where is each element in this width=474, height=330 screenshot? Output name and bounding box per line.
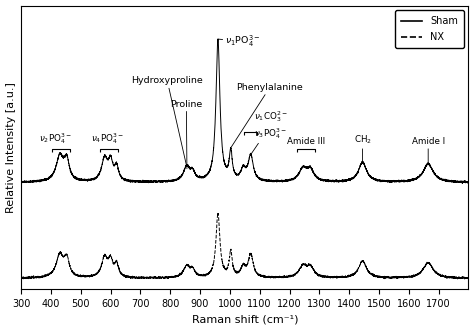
Text: Phenylalanine: Phenylalanine — [231, 83, 303, 148]
Text: Proline: Proline — [170, 100, 202, 169]
Text: Hydroxyproline: Hydroxyproline — [131, 77, 203, 166]
Text: Amide III: Amide III — [287, 137, 325, 146]
Y-axis label: Relative Intensity [a.u.]: Relative Intensity [a.u.] — [6, 82, 16, 213]
Text: $\nu_1\mathrm{CO}_3^{2-}$
$\nu_3\mathrm{PO}_4^{3-}$: $\nu_1\mathrm{CO}_3^{2-}$ $\nu_3\mathrm{… — [251, 109, 288, 154]
Text: $\nu_1\mathrm{PO}_4^{3-}$: $\nu_1\mathrm{PO}_4^{3-}$ — [218, 34, 261, 49]
Text: $\nu_2\mathrm{PO}_4^{3-}$: $\nu_2\mathrm{PO}_4^{3-}$ — [39, 131, 72, 146]
Legend: Sham, NX: Sham, NX — [395, 11, 464, 48]
Text: Amide I: Amide I — [411, 137, 445, 164]
X-axis label: Raman shift (cm⁻¹): Raman shift (cm⁻¹) — [191, 314, 298, 324]
Text: $\nu_4\mathrm{PO}_4^{3-}$: $\nu_4\mathrm{PO}_4^{3-}$ — [91, 131, 124, 146]
Text: $\mathrm{CH}_2$: $\mathrm{CH}_2$ — [354, 134, 372, 161]
